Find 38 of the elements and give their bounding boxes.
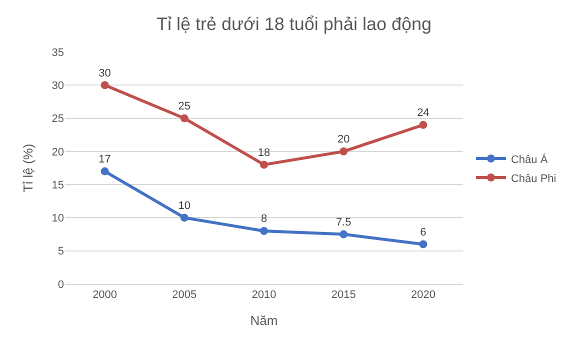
data-label: 24 [417,107,430,120]
x-tick-label: 2015 [331,289,356,302]
point [340,147,348,156]
point [260,160,268,169]
y-tick-label: 15 [52,179,64,192]
y-tick-label: 35 [52,46,64,59]
data-label: 25 [178,100,191,113]
x-tick-label: 2020 [410,289,436,302]
y-tick-label: 20 [52,146,64,158]
x-tick-label: 2010 [252,289,276,302]
data-label: 7.5 [336,216,352,229]
point [340,230,348,238]
x-tick-label: 2005 [172,289,197,302]
y-axis-title: Tỉ lệ (%) [20,144,36,192]
point [180,114,188,122]
y-tick-label: 25 [52,113,64,126]
y-tick-label: 10 [52,212,64,225]
point [180,214,188,222]
point [260,226,268,235]
data-label: 10 [178,200,191,212]
data-label: 6 [420,226,426,238]
point [419,120,428,129]
x-tick-label: 2000 [92,289,118,302]
point [419,240,428,248]
data-label: 8 [260,213,268,226]
legend-label: Châu Phi [510,172,556,185]
legend-label: Châu Á [510,152,548,166]
point [100,81,109,90]
data-label: 17 [98,154,111,166]
y-tick-label: 5 [58,246,64,258]
data-label: 20 [337,134,350,146]
y-tick-label: 30 [52,80,64,92]
data-label: 18 [258,146,270,159]
y-tick-label: 0 [58,278,64,291]
chart-title: Tỉ lệ trẻ dưới 18 tuổi phải lao động [156,14,432,34]
point [100,167,109,176]
x-axis-title: Năm [250,312,278,328]
data-label: 30 [98,67,111,80]
